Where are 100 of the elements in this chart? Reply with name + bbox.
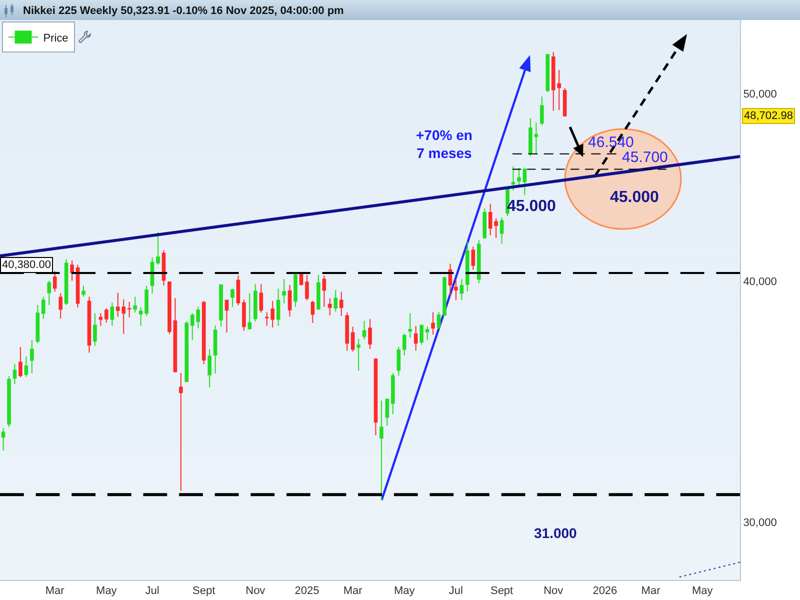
x-tick-label: May <box>394 585 416 598</box>
x-tick-label: May <box>692 585 714 598</box>
candlestick <box>436 311 441 330</box>
candlestick <box>98 312 103 326</box>
candlestick <box>322 274 326 308</box>
candlestick <box>213 324 218 374</box>
x-tick-label: 2025 <box>294 585 320 598</box>
candlestick <box>339 291 344 317</box>
annotation: 31.000 <box>534 525 578 541</box>
y-tick-label: 30,000 <box>743 517 777 529</box>
y-tick-label: 50,000 <box>743 88 777 101</box>
candlestick <box>528 118 532 157</box>
candlestick <box>276 288 280 326</box>
candlestick <box>402 332 406 356</box>
candlestick <box>70 260 74 282</box>
candlestick <box>362 320 366 340</box>
candlestick <box>414 325 418 352</box>
candlestick <box>7 376 11 428</box>
candlestick <box>242 299 246 332</box>
candlestick <box>511 166 516 191</box>
candlestick <box>442 276 446 316</box>
candlestick <box>328 298 332 316</box>
candlestick <box>466 241 470 292</box>
candlestick <box>345 312 349 352</box>
x-tick-label: Mar <box>45 585 65 598</box>
chart-title: Nikkei 225 Weekly 50,323.91 -0.10% 16 Nov 2025, 04:00:00 pm <box>23 4 344 17</box>
candlestick <box>138 306 143 326</box>
candlestick <box>288 284 292 318</box>
candlestick <box>420 324 424 346</box>
candlestick <box>368 318 372 350</box>
candlestick <box>127 301 132 318</box>
legend-label: Price <box>43 32 68 44</box>
candlestick <box>253 284 258 322</box>
candlestick <box>156 232 160 266</box>
candlestick <box>173 298 178 374</box>
y-tick-label: 40,000 <box>743 276 777 288</box>
x-tick-label: Nov <box>544 585 564 598</box>
candlestick <box>64 258 68 306</box>
ref-line-label: 40,380.00 <box>2 259 51 271</box>
candlestick <box>87 296 92 354</box>
candlestick <box>58 292 62 320</box>
candlestick <box>500 216 504 244</box>
x-tick-label: Sept <box>192 585 216 598</box>
text: 48,702.98 <box>744 110 793 122</box>
candlestick <box>310 300 315 324</box>
annotation: +70% en 7 meses <box>416 127 472 162</box>
x-tick-label: Jul <box>145 585 160 598</box>
candlestick <box>208 348 212 388</box>
candlestick <box>350 326 355 352</box>
candlestick <box>380 400 384 501</box>
candlestick <box>202 300 206 365</box>
candlestick <box>391 372 395 415</box>
candlestick <box>93 312 97 346</box>
candlestick <box>385 398 390 426</box>
candlestick <box>52 270 57 292</box>
annotation: 45.700 <box>622 149 668 166</box>
candlestick <box>82 285 86 298</box>
candlestick <box>230 288 234 308</box>
x-tick-label: May <box>96 585 118 598</box>
x-tick-label: Mar <box>641 585 661 598</box>
candlestick <box>305 274 309 301</box>
candlestick <box>18 346 22 378</box>
candlestick <box>294 271 298 308</box>
candlestick <box>219 284 223 328</box>
candlestick <box>110 302 114 326</box>
candlestick <box>47 280 52 306</box>
candlestick <box>168 280 172 334</box>
candlestick <box>184 321 189 383</box>
x-tick-label: Sept <box>490 585 514 598</box>
candlestick <box>356 338 360 372</box>
candlestick <box>448 263 452 298</box>
candlestick <box>144 285 148 317</box>
x-tick-label: Mar <box>343 585 363 598</box>
candlestick <box>460 278 464 300</box>
candlestick <box>41 296 46 320</box>
candlestick <box>425 326 430 340</box>
candlestick <box>482 208 487 240</box>
annotation: 45.000 <box>610 189 660 206</box>
candlestick <box>494 218 498 239</box>
candlestick <box>104 308 108 324</box>
candlestick <box>236 274 240 306</box>
candlestick <box>476 240 481 284</box>
candlestick <box>30 339 34 374</box>
candlestick <box>24 356 28 378</box>
candlestick <box>454 278 458 300</box>
candlestick <box>316 274 320 310</box>
candlestick <box>522 167 527 196</box>
annotation: 46.540 <box>588 134 634 151</box>
x-tick-label: 2026 <box>592 585 618 598</box>
candlestick <box>471 246 476 270</box>
candlestick <box>396 346 401 376</box>
candlestick <box>150 257 154 294</box>
candlestick <box>179 372 183 492</box>
candlestick <box>488 203 492 236</box>
candlestick <box>517 168 521 187</box>
candlestick <box>546 54 550 93</box>
candlestick <box>534 122 538 155</box>
candlestick <box>133 296 137 314</box>
candlestick <box>1 428 6 452</box>
x-tick-label: Jul <box>448 585 463 598</box>
